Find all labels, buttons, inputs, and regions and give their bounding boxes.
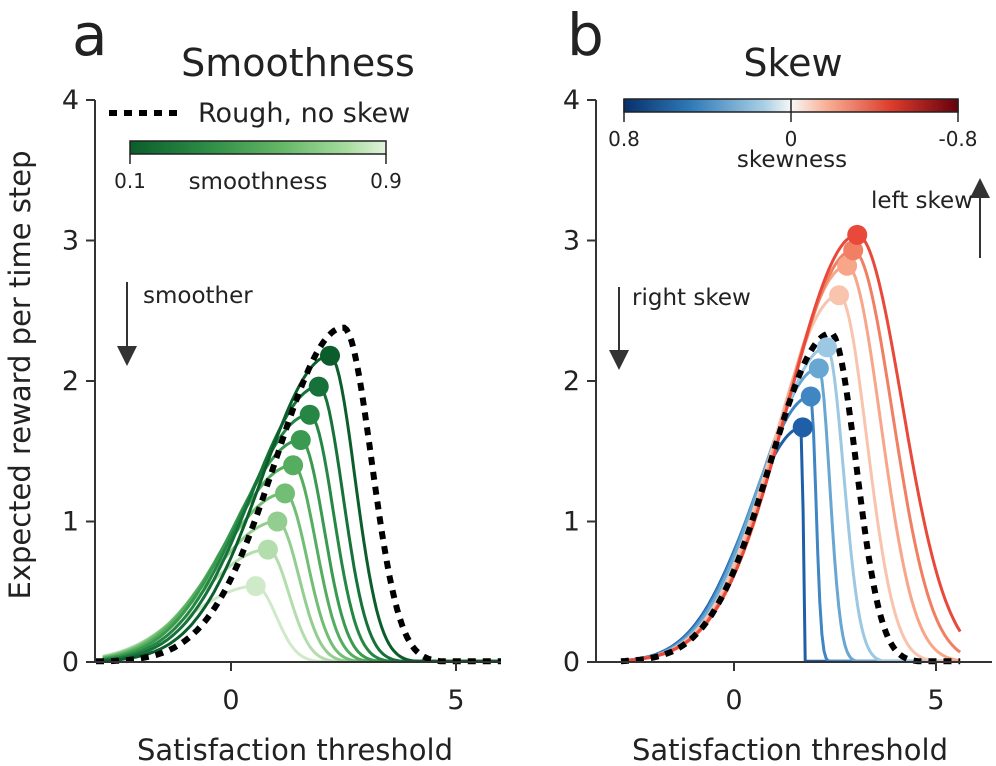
colorbar-min-label: 0.1 — [114, 169, 146, 193]
colorbar-left-label: 0.8 — [608, 127, 640, 151]
panel-a-smoother-annotation: smoother — [117, 282, 253, 366]
panel-b-peak-marker-skewness-0-4 — [808, 358, 829, 379]
panel-b-reference-line-rough-no-skew — [620, 330, 961, 665]
panel-a-y-ticks: 0 1 2 3 4 — [62, 85, 95, 678]
panel-a-xtick-label-0: 0 — [222, 685, 239, 716]
panel-b-peak-marker-skewness-0-8 — [792, 417, 813, 438]
panel-b-ytick-label-1: 1 — [563, 507, 580, 538]
colorbar-max-label: 0.9 — [370, 169, 402, 193]
panel-a-letter: a — [72, 1, 108, 69]
colorbar-right-label: -0.8 — [938, 127, 977, 151]
panel-a-peak-marker-smoothness-0-8 — [257, 539, 278, 560]
panel-a-x-axis-label: Satisfaction threshold — [137, 733, 453, 766]
panel-a-peak-marker-smoothness-0-5 — [283, 455, 304, 476]
panel-a-ytick-label-2: 2 — [62, 366, 79, 397]
panel-a-ytick-label-4: 4 — [62, 85, 79, 116]
panel-b-ytick-label-0: 0 — [563, 647, 580, 678]
panel-a-peak-marker-smoothness-0-6 — [275, 483, 295, 504]
panel-b-peak-marker-skewness-0-6 — [843, 240, 864, 261]
panel-a-ytick-label-0: 0 — [62, 647, 79, 678]
panel-a-peak-marker-smoothness-0-1 — [320, 345, 340, 366]
panel-b-series-line-skewness-0-6 — [624, 395, 961, 663]
panel-b-ytick-label-3: 3 — [563, 226, 580, 257]
panel-a-title: Smoothness — [181, 41, 415, 85]
panel-a-peak-marker-smoothness-0-3 — [299, 404, 320, 425]
panel-a-curves — [96, 324, 501, 665]
colorbar-smoothness-bar — [129, 140, 387, 155]
panel-b-letter: b — [567, 1, 604, 69]
panel-a-reference-line-rough-no-skew — [96, 324, 501, 665]
panel-b-peak-marker-skewness-0-8 — [847, 224, 868, 245]
panel-b-peak-marker-skewness-0-2 — [829, 285, 850, 306]
colorbar-title: smoothness — [189, 169, 328, 195]
panel-b-y-ticks: 0 1 2 3 4 — [563, 85, 596, 678]
panel-b-ytick-label-4: 4 — [563, 85, 580, 116]
panel-b-series-line-skewness-0-8 — [624, 426, 961, 663]
panel-a-xtick-label-5: 5 — [447, 685, 464, 716]
panel-a-peak-marker-smoothness-0-9 — [245, 576, 266, 597]
panel-b-left-skew-annotation: left skew — [871, 178, 990, 258]
panel-a-series-line-smoothness-0-2 — [102, 385, 501, 663]
panel-b-series-line-skewness-0-2 — [624, 293, 961, 663]
panel-a-peak-marker-smoothness-0-4 — [290, 430, 311, 451]
legend-label-rough-no-skew: Rough, no skew — [198, 98, 410, 129]
panel-a-series-line-smoothness-0-9 — [102, 584, 501, 663]
panel-b-xtick-label-0: 0 — [725, 685, 742, 716]
panel-b-series-line-skewness-0-2 — [624, 345, 961, 663]
panel-b-title: Skew — [743, 41, 842, 85]
y-axis-label: Expected reward per time step — [3, 150, 37, 599]
panel-a-peak-marker-smoothness-0-2 — [308, 376, 329, 397]
panel-a-colorbar: 0.1 0.9 smoothness — [114, 140, 402, 195]
panel-a-ytick-label-3: 3 — [62, 226, 79, 257]
panel-b-peak-markers — [792, 224, 868, 438]
panel-a-legend: Rough, no skew — [109, 98, 410, 129]
panel-a-peak-markers — [245, 345, 340, 597]
panel-a-ytick-label-1: 1 — [62, 507, 79, 538]
panel-b-ytick-label-2: 2 — [563, 366, 580, 397]
panel-b-colorbar: 0.8 0 -0.8 skewness — [608, 98, 978, 173]
smoother-label: smoother — [143, 283, 253, 309]
panel-a-series-line-smoothness-0-1 — [102, 354, 501, 663]
panel-b-x-axis-label: Satisfaction threshold — [632, 733, 948, 766]
panel-b-xtick-label-5: 5 — [927, 685, 944, 716]
panel-a-peak-marker-smoothness-0-7 — [267, 511, 288, 532]
left-skew-label: left skew — [871, 188, 973, 214]
panel-b-peak-marker-skewness-0-6 — [800, 386, 821, 407]
colorbar-mid-label: 0 — [785, 127, 798, 151]
panel-b-right-skew-annotation: right skew — [609, 285, 751, 370]
panel-b-peak-marker-skewness-0-4 — [837, 255, 858, 276]
panel-b-series-line-skewness-0-4 — [624, 264, 961, 663]
colorbar-skewness-title: skewness — [737, 147, 847, 173]
panel-b-peak-marker-skewness-0-2 — [816, 337, 837, 358]
panel-b-curves — [620, 233, 962, 665]
right-skew-label: right skew — [632, 285, 751, 311]
